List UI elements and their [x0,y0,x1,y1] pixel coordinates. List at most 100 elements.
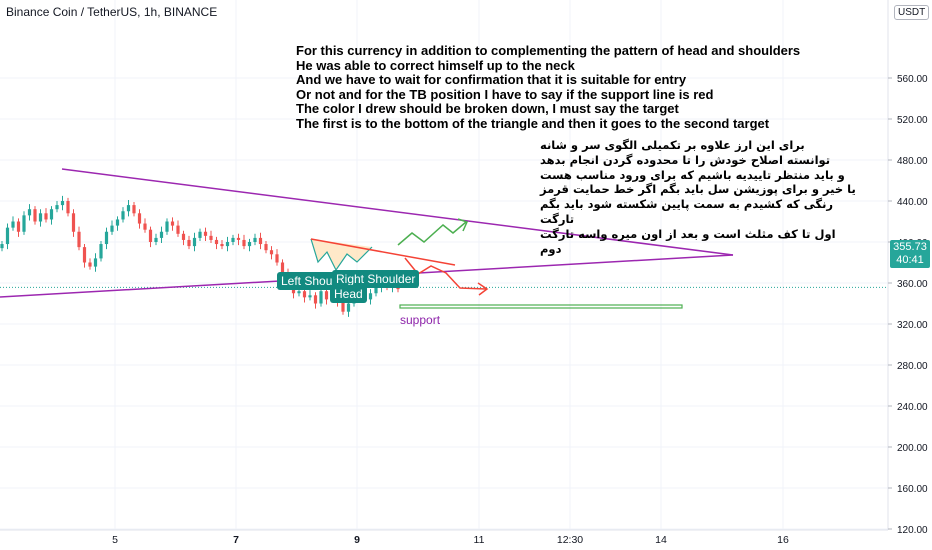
last-price-tag: 355.73 40:41 [890,240,930,268]
candle-body [66,201,70,214]
price-tick-label: 560.00 [897,74,928,85]
candle-body [258,237,263,245]
candle-body [313,295,318,304]
price-tick-label: 240.00 [897,402,928,413]
candle-body [242,239,246,247]
candle-body [55,205,59,210]
candle-body [170,221,175,226]
candle-body [247,242,252,247]
price-tick-label: 200.00 [897,443,928,454]
neckline [310,238,456,266]
candle-body [77,231,81,248]
time-tick-label: 14 [655,534,667,546]
price-tick-label: 320.00 [897,320,928,331]
candle-body [82,247,87,263]
candle-body [33,209,37,222]
persian-note[interactable]: برای این ارز علاوه بر تکمیلی الگوی سر و … [540,138,856,256]
last-price-value: 355.73 [893,241,927,253]
candle-body [319,291,323,304]
candle-body [159,231,164,238]
candle-body [181,233,186,240]
time-tick-label: 9 [354,534,360,546]
candle-body [148,229,153,242]
candle-body [203,231,208,236]
candle-body [346,303,351,312]
candle-body [225,242,230,247]
price-tick-label: 480.00 [897,156,928,167]
candle-body [209,235,213,240]
candle-body [264,244,268,251]
candle-body [137,213,142,224]
candle-body [374,287,378,294]
time-tick-label: 16 [777,534,789,546]
candle-body [110,225,114,232]
candle-body [49,209,54,220]
candle-body [0,244,4,249]
candle-body [126,205,131,212]
head-label[interactable]: Head [330,285,367,303]
bullish-arrow-head [457,218,469,232]
candle-body [99,244,103,259]
candle-body [280,262,285,273]
left-shoulder-label[interactable]: Left Shou [277,272,337,290]
candle-body [269,250,274,255]
grid [0,0,888,530]
candle-body [143,223,147,230]
price-axis-panel [888,0,932,550]
candle-body [93,258,98,267]
candle-body [198,231,202,238]
price-tick-label: 120.00 [897,525,928,536]
candle-body [236,237,241,240]
candle-body [16,221,21,232]
candle-body [27,209,32,216]
candle-body [104,231,109,245]
time-tick-label: 5 [112,534,118,546]
bullish-path-arrow [397,221,467,246]
price-tick-label: 520.00 [897,115,928,126]
candle-countdown: 40:41 [896,254,924,266]
candle-body [60,201,65,206]
candle-body [115,219,120,226]
time-tick-label: 7 [233,534,239,546]
candle-body [275,254,279,263]
head-shoulders-zone [311,239,387,270]
candle-body [88,262,92,267]
english-note[interactable]: For this currency in addition to complem… [296,43,801,131]
candle-body [253,237,257,242]
right-shoulder-label[interactable]: Right Shoulder [332,270,420,288]
time-tick-label: 11 [474,534,485,546]
candle-body [176,225,180,234]
candle-body [231,237,235,242]
candle-body [368,293,373,300]
candle-body [192,237,197,247]
support-label[interactable]: support [400,313,441,327]
symbol-title[interactable]: Binance Coin / TetherUS, 1h, BINANCE [6,5,218,19]
candle-body [154,237,158,242]
candle-body [341,301,345,312]
price-tick-label: 440.00 [897,197,928,208]
candle-body [71,213,76,232]
candle-body [121,211,125,220]
candle-body [44,213,48,220]
candle-body [38,213,43,222]
candle-body [324,291,329,300]
candle-body [165,221,169,232]
triangle-upper-line [61,168,734,256]
currency-selector[interactable]: USDT [894,5,930,20]
price-tick-label: 280.00 [897,361,928,372]
bearish-arrow-head [477,282,489,296]
support-line [399,304,683,309]
candle-body [22,215,26,232]
candle-body [5,227,10,245]
candle-body [220,244,224,247]
candle-body [297,291,301,294]
candle-body [187,239,191,247]
candle-body [214,239,219,245]
candle-body [302,291,307,298]
time-tick-label: 12:30 [557,534,583,546]
price-tick-label: 160.00 [897,484,928,495]
price-tick-label: 360.00 [897,279,928,290]
candle-body [308,295,312,298]
